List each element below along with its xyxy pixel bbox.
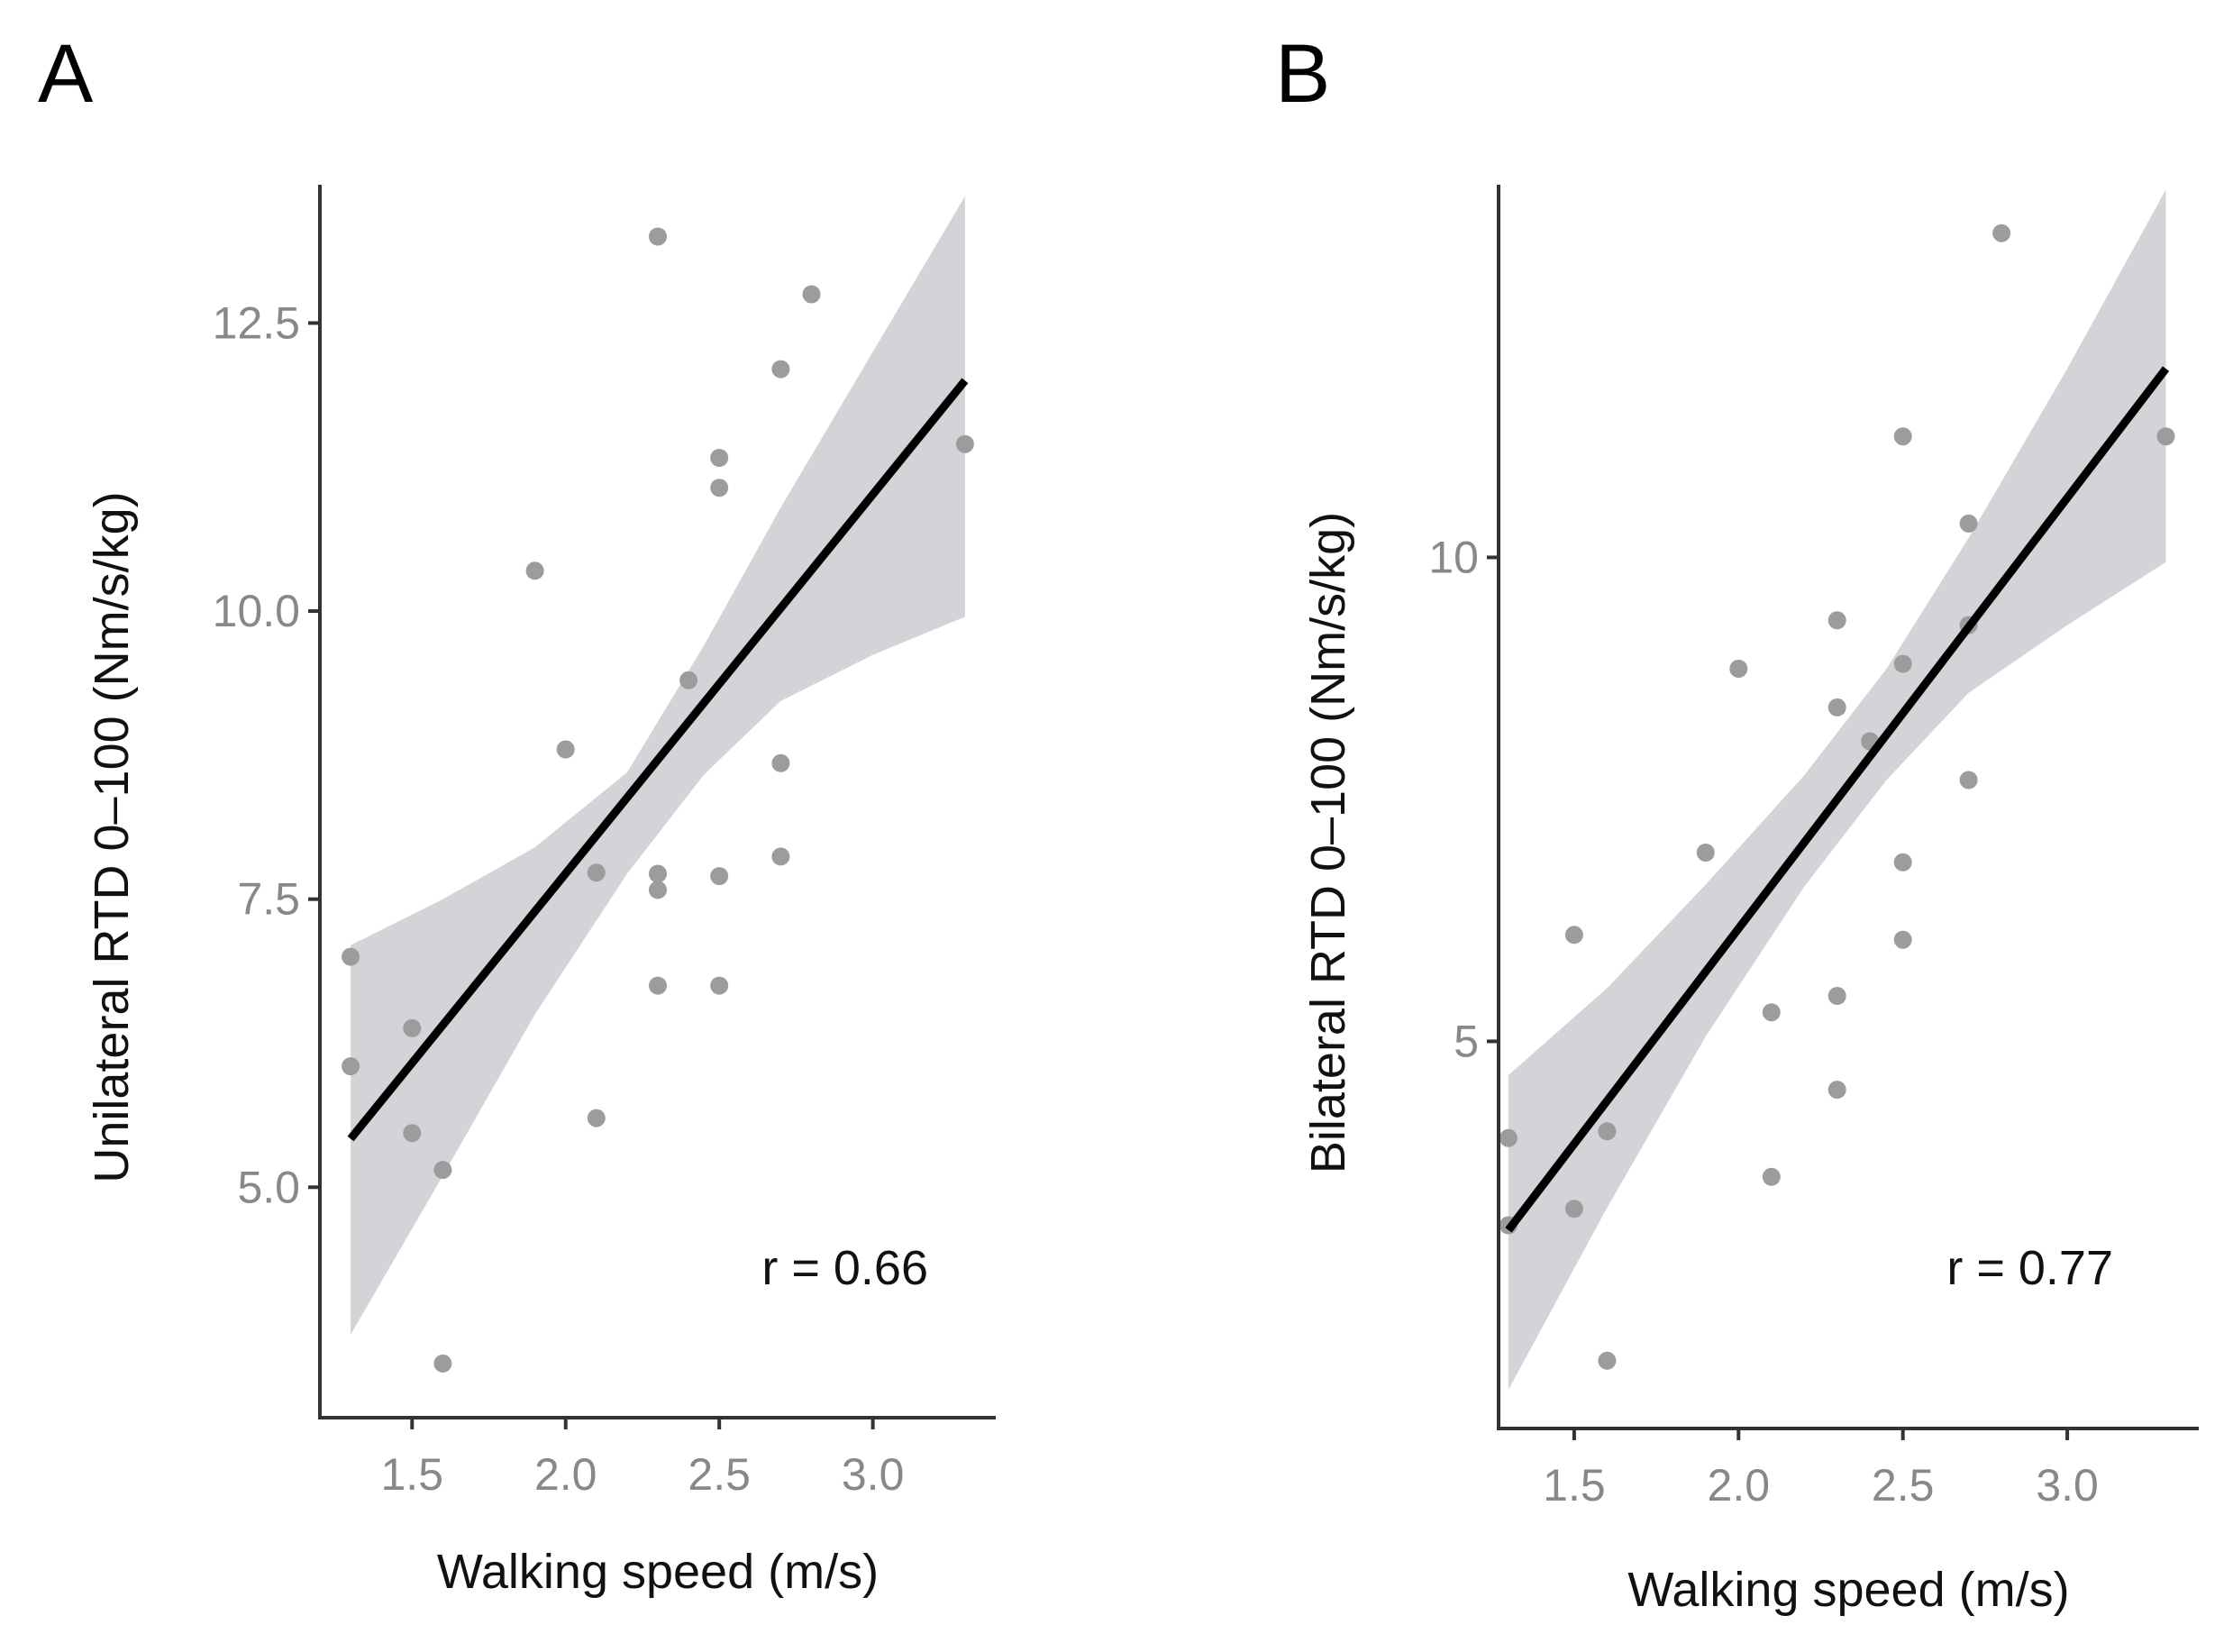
panel-b: B 1.5 2.0 2.5 3.0 5 10 r = 0.77 Walking spee… bbox=[1275, 28, 2199, 1617]
panel-b-data-point-16 bbox=[1893, 427, 1912, 446]
panel-b-data-point-5 bbox=[1598, 1122, 1617, 1141]
panel-a-x-ticks: 1.5 2.0 2.5 3.0 bbox=[381, 1418, 905, 1500]
panel-a-y-axis-title: Unilateral RTD 0–100 (Nm/s/kg) bbox=[85, 491, 139, 1182]
panel-b-x-axis-title: Walking speed (m/s) bbox=[1627, 1563, 2069, 1617]
panel-b-x-ticks: 1.5 2.0 2.5 3.0 bbox=[1543, 1428, 2099, 1511]
panel-b-letter: B bbox=[1275, 28, 1330, 120]
panel-a-data-point-13 bbox=[649, 881, 667, 899]
panel-a-y-tick-label-1: 5.0 bbox=[237, 1162, 300, 1212]
panel-a-data-point-3 bbox=[403, 1018, 422, 1037]
panel-b-data-point-1 bbox=[1499, 1128, 1518, 1147]
panel-b-regression-line bbox=[1505, 366, 2170, 1233]
panel-a-data-point-16 bbox=[710, 449, 729, 467]
panel-b-data-point-6 bbox=[1598, 1351, 1617, 1370]
panel-a-data-point-19 bbox=[710, 976, 729, 995]
panel-b-data-point-9 bbox=[1762, 1003, 1781, 1022]
panel-b-data-point-3 bbox=[1564, 926, 1583, 945]
panel-b-confidence-band bbox=[1508, 189, 2166, 1390]
panel-b-y-tick-label-2: 10 bbox=[1428, 532, 1479, 582]
panel-a-data-point-1 bbox=[342, 947, 360, 966]
panel-a-data-point-24 bbox=[955, 434, 974, 453]
panel-a-data-point-9 bbox=[587, 863, 606, 882]
panel-a-data-point-23 bbox=[802, 285, 821, 304]
panel-a: A 1.5 2.0 2.5 3.0 5.0 7.5 10.0 12.5 r = 0.66 W… bbox=[38, 28, 996, 1599]
panel-b-x-tick-label-4: 3.0 bbox=[2036, 1460, 2099, 1511]
panel-a-x-tick-label-3: 2.5 bbox=[688, 1449, 751, 1500]
panel-a-data-point-7 bbox=[525, 561, 544, 580]
panel-a-data-point-8 bbox=[556, 740, 575, 759]
panel-b-data-point-13 bbox=[1827, 987, 1846, 1005]
panel-b-x-tick-label-2: 2.0 bbox=[1708, 1460, 1771, 1511]
panel-b-data-point-11 bbox=[1827, 611, 1846, 630]
panel-b-y-tick-label-1: 5 bbox=[1454, 1016, 1479, 1066]
panel-b-data-point-8 bbox=[1729, 660, 1748, 678]
panel-a-data-point-18 bbox=[710, 867, 729, 886]
panel-a-x-tick-label-1: 1.5 bbox=[381, 1449, 444, 1500]
panel-b-data-point-22 bbox=[1959, 771, 1978, 789]
panel-a-data-point-17 bbox=[710, 479, 729, 497]
panel-a-letter: A bbox=[38, 28, 94, 120]
panel-a-data-point-5 bbox=[433, 1161, 452, 1180]
panel-b-y-ticks: 5 10 bbox=[1428, 532, 1499, 1066]
panel-b-x-tick-label-1: 1.5 bbox=[1543, 1460, 1606, 1511]
panel-a-x-axis-title: Walking speed (m/s) bbox=[437, 1545, 879, 1599]
panel-a-y-ticks: 5.0 7.5 10.0 12.5 bbox=[213, 297, 320, 1212]
panel-a-correlation-label: r = 0.66 bbox=[761, 1241, 928, 1295]
panel-b-data-point-12 bbox=[1827, 698, 1846, 716]
panel-b-data-point-19 bbox=[1893, 930, 1912, 949]
panel-a-regression-line bbox=[347, 378, 969, 1142]
panel-a-data-point-2 bbox=[342, 1057, 360, 1076]
panel-a-data-point-6 bbox=[433, 1354, 452, 1373]
panel-b-data-point-24 bbox=[2156, 427, 2175, 446]
panel-b-data-point-4 bbox=[1564, 1200, 1583, 1218]
panel-b-x-tick-label-3: 2.5 bbox=[1872, 1460, 1935, 1511]
panel-a-data-point-21 bbox=[771, 753, 790, 772]
panel-b-correlation-label: r = 0.77 bbox=[1946, 1241, 2113, 1295]
panel-a-data-point-4 bbox=[403, 1124, 422, 1143]
panel-a-data-point-14 bbox=[649, 976, 667, 995]
panel-a-data-point-10 bbox=[587, 1109, 606, 1127]
panel-b-data-point-14 bbox=[1827, 1081, 1846, 1100]
panel-a-y-tick-label-2: 7.5 bbox=[237, 874, 300, 925]
panel-a-data-point-20 bbox=[771, 360, 790, 379]
panel-a-data-point-12 bbox=[649, 864, 667, 883]
panel-a-y-tick-label-4: 12.5 bbox=[213, 297, 300, 348]
panel-b-y-axis-title: Bilateral RTD 0–100 (Nm/s/kg) bbox=[1301, 512, 1355, 1173]
panel-b-data-point-10 bbox=[1762, 1167, 1781, 1186]
panel-b-data-point-23 bbox=[1992, 224, 2011, 242]
panel-a-data-point-11 bbox=[649, 227, 667, 246]
panel-a-y-tick-label-3: 10.0 bbox=[213, 586, 300, 636]
panel-a-data-point-15 bbox=[679, 671, 698, 689]
panel-b-data-point-7 bbox=[1696, 844, 1715, 862]
panel-a-points bbox=[342, 227, 974, 1373]
panel-b-data-point-18 bbox=[1893, 853, 1912, 872]
panel-b-points bbox=[1499, 224, 2175, 1370]
panel-b-data-point-17 bbox=[1893, 654, 1912, 673]
panel-b-data-point-20 bbox=[1959, 514, 1978, 533]
panel-a-x-tick-label-2: 2.0 bbox=[534, 1449, 597, 1500]
panel-a-data-point-22 bbox=[771, 847, 790, 866]
panel-a-x-tick-label-4: 3.0 bbox=[842, 1449, 905, 1500]
